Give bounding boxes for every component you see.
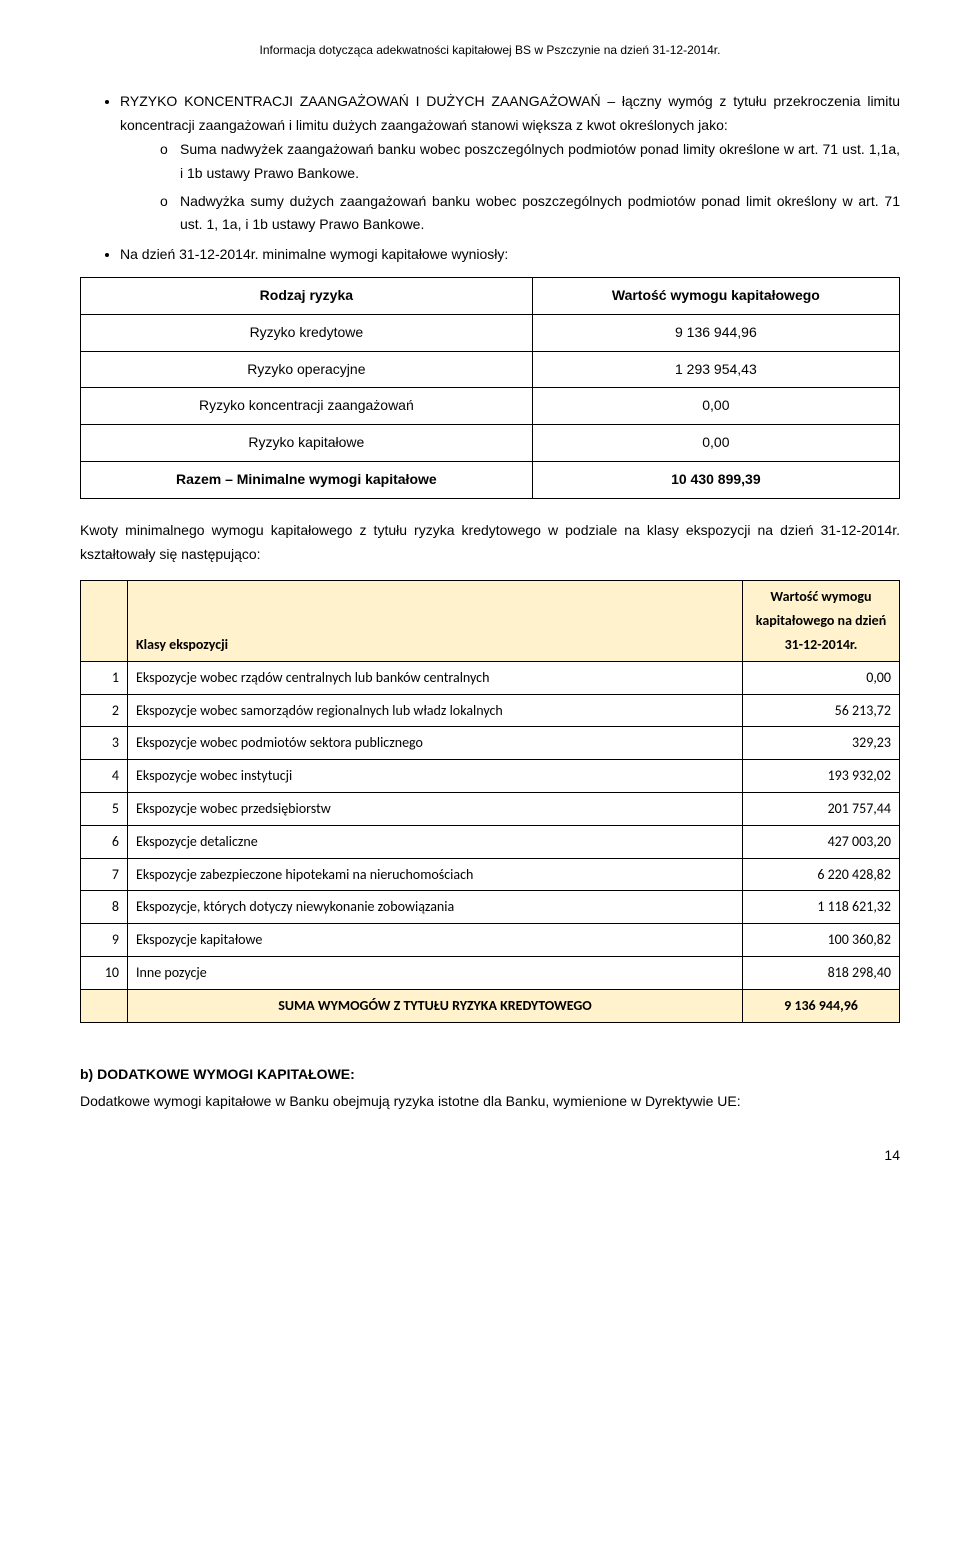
sub-marker: o — [160, 138, 180, 186]
cell-value: 193 932,02 — [743, 760, 900, 793]
sub-text: Nadwyżka sumy dużych zaangażowań banku w… — [180, 190, 900, 238]
table-header: Rodzaj ryzyka — [81, 277, 533, 314]
bullet-item: RYZYKO KONCENTRACJI ZAANGAŻOWAŃ I DUŻYCH… — [120, 90, 900, 237]
cell-desc: Ekspozycje wobec samorządów regionalnych… — [128, 694, 743, 727]
page-number: 14 — [80, 1144, 900, 1168]
cell-desc: Ekspozycje kapitałowe — [128, 924, 743, 957]
section-text: Dodatkowe wymogi kapitałowe w Banku obej… — [80, 1090, 900, 1114]
cell-num: 3 — [81, 727, 128, 760]
cell-desc: Ekspozycje wobec podmiotów sektora publi… — [128, 727, 743, 760]
sub-marker: o — [160, 190, 180, 238]
cell-num: 5 — [81, 792, 128, 825]
cell-value: 201 757,44 — [743, 792, 900, 825]
cell-num: 7 — [81, 858, 128, 891]
cell-label: Ryzyko operacyjne — [81, 351, 533, 388]
table-row: 5Ekspozycje wobec przedsiębiorstw201 757… — [81, 792, 900, 825]
table-header: Klasy ekspozycji — [128, 581, 743, 661]
cell-sum-label: SUMA WYMOGÓW Z TYTUŁU RYZYKA KREDYTOWEGO — [128, 989, 743, 1022]
cell-value: 6 220 428,82 — [743, 858, 900, 891]
cell-desc: Ekspozycje detaliczne — [128, 825, 743, 858]
sub-item: o Suma nadwyżek zaangażowań banku wobec … — [160, 138, 900, 186]
cell-label: Ryzyko kredytowe — [81, 314, 533, 351]
table-header: Wartość wymogu kapitałowego na dzień 31-… — [743, 581, 900, 661]
table-row: 7Ekspozycje zabezpieczone hipotekami na … — [81, 858, 900, 891]
section-title: b) DODATKOWE WYMOGI KAPITAŁOWE: — [80, 1063, 900, 1087]
cell-num: 8 — [81, 891, 128, 924]
cell-blank — [81, 989, 128, 1022]
bullet-text: Na dzień 31-12-2014r. minimalne wymogi k… — [120, 246, 508, 262]
cell-value: 1 293 954,43 — [532, 351, 899, 388]
cell-value: 818 298,40 — [743, 956, 900, 989]
cell-desc: Ekspozycje wobec instytucji — [128, 760, 743, 793]
cell-value: 100 360,82 — [743, 924, 900, 957]
cell-value: 329,23 — [743, 727, 900, 760]
bullet-list: RYZYKO KONCENTRACJI ZAANGAŻOWAŃ I DUŻYCH… — [80, 90, 900, 267]
cell-label: Ryzyko koncentracji zaangażowań — [81, 388, 533, 425]
cell-label: Ryzyko kapitałowe — [81, 425, 533, 462]
cell-value: 0,00 — [532, 388, 899, 425]
table-row: 9Ekspozycje kapitałowe100 360,82 — [81, 924, 900, 957]
table-exposure-classes: Klasy ekspozycji Wartość wymogu kapitało… — [80, 580, 900, 1022]
cell-value: 0,00 — [743, 661, 900, 694]
cell-num: 10 — [81, 956, 128, 989]
table-risk-summary: Rodzaj ryzyka Wartość wymogu kapitałoweg… — [80, 277, 900, 499]
bullet-text: RYZYKO KONCENTRACJI ZAANGAŻOWAŃ I DUŻYCH… — [120, 93, 900, 133]
cell-sum-value: 9 136 944,96 — [743, 989, 900, 1022]
sub-item: o Nadwyżka sumy dużych zaangażowań banku… — [160, 190, 900, 238]
table-row-sum: SUMA WYMOGÓW Z TYTUŁU RYZYKA KREDYTOWEGO… — [81, 989, 900, 1022]
table-row: 10Inne pozycje818 298,40 — [81, 956, 900, 989]
cell-value: 56 213,72 — [743, 694, 900, 727]
cell-value: 9 136 944,96 — [532, 314, 899, 351]
cell-desc: Ekspozycje, których dotyczy niewykonanie… — [128, 891, 743, 924]
table-row: 6Ekspozycje detaliczne427 003,20 — [81, 825, 900, 858]
cell-num: 1 — [81, 661, 128, 694]
cell-desc: Ekspozycje wobec przedsiębiorstw — [128, 792, 743, 825]
table-header-blank — [81, 581, 128, 661]
cell-value: 0,00 — [532, 425, 899, 462]
cell-value: 1 118 621,32 — [743, 891, 900, 924]
table-row: 2Ekspozycje wobec samorządów regionalnyc… — [81, 694, 900, 727]
cell-num: 9 — [81, 924, 128, 957]
cell-num: 4 — [81, 760, 128, 793]
cell-num: 6 — [81, 825, 128, 858]
cell-num: 2 — [81, 694, 128, 727]
cell-value: 427 003,20 — [743, 825, 900, 858]
cell-label-total: Razem – Minimalne wymogi kapitałowe — [81, 461, 533, 498]
sub-text: Suma nadwyżek zaangażowań banku wobec po… — [180, 138, 900, 186]
table-row: 8Ekspozycje, których dotyczy niewykonani… — [81, 891, 900, 924]
table-row: 1Ekspozycje wobec rządów centralnych lub… — [81, 661, 900, 694]
section-b: b) DODATKOWE WYMOGI KAPITAŁOWE: Dodatkow… — [80, 1063, 900, 1115]
table-header: Wartość wymogu kapitałowego — [532, 277, 899, 314]
page-header: Informacja dotycząca adekwatności kapita… — [80, 40, 900, 60]
cell-desc: Ekspozycje zabezpieczone hipotekami na n… — [128, 858, 743, 891]
cell-value-total: 10 430 899,39 — [532, 461, 899, 498]
cell-desc: Inne pozycje — [128, 956, 743, 989]
paragraph: Kwoty minimalnego wymogu kapitałowego z … — [80, 519, 900, 567]
cell-desc: Ekspozycje wobec rządów centralnych lub … — [128, 661, 743, 694]
bullet-item: Na dzień 31-12-2014r. minimalne wymogi k… — [120, 243, 900, 267]
table-row: 4Ekspozycje wobec instytucji193 932,02 — [81, 760, 900, 793]
table-row: 3Ekspozycje wobec podmiotów sektora publ… — [81, 727, 900, 760]
